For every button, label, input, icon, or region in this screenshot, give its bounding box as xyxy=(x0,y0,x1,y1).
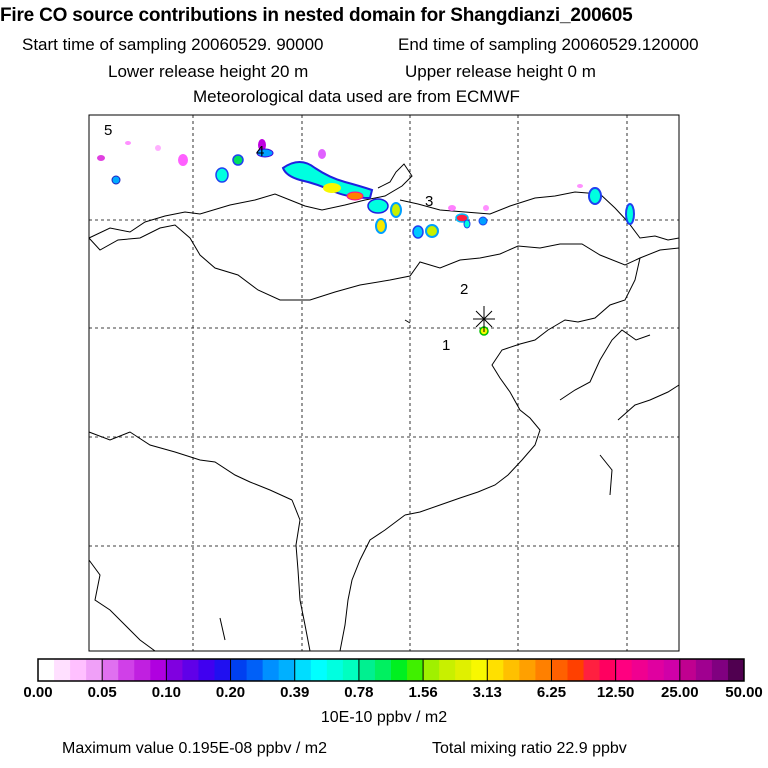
colorbar-tick-label: 1.56 xyxy=(408,684,438,701)
end-time-label: End time of sampling 20060529.120000 xyxy=(398,35,699,54)
colorbar-swatch xyxy=(663,659,681,681)
colorbar-swatch xyxy=(487,659,504,681)
colorbar-swatch xyxy=(679,659,697,681)
colorbar-tick-label: 0.00 xyxy=(23,684,53,701)
colorbar-swatch xyxy=(358,659,376,681)
colorbar-tick-label: 0.05 xyxy=(87,684,117,701)
colorbar-swatch xyxy=(278,659,296,681)
colorbar-swatch xyxy=(182,659,199,681)
colorbar-swatch xyxy=(727,659,745,681)
colorbar-tick-label: 12.50 xyxy=(596,684,635,701)
region-label-4: 4 xyxy=(256,143,264,160)
colorbar-swatch xyxy=(326,659,344,681)
colorbar-swatch xyxy=(118,659,135,681)
colorbar-swatch xyxy=(54,659,71,681)
colorbar-swatch xyxy=(342,659,360,681)
colorbar-units: 10E-10 ppbv / m2 xyxy=(320,709,448,726)
colorbar-swatch xyxy=(230,659,248,681)
colorbar-swatch xyxy=(70,659,87,681)
max-value-label: Maximum value 0.195E-08 ppbv / m2 xyxy=(62,740,328,757)
start-time-label: Start time of sampling 20060529. 90000 xyxy=(22,35,324,54)
colorbar-swatch xyxy=(615,659,633,681)
colorbar-swatch xyxy=(583,659,601,681)
colorbar-tick-label: 3.13 xyxy=(472,684,502,701)
colorbar-swatch xyxy=(711,659,729,681)
lower-release-label: Lower release height 20 m xyxy=(108,62,309,81)
colorbar-swatch xyxy=(407,659,424,681)
colorbar-swatch xyxy=(551,659,568,681)
colorbar-swatch xyxy=(38,659,55,681)
colorbar-swatch xyxy=(86,659,103,681)
colorbar-tick-label: 6.25 xyxy=(536,684,567,701)
colorbar-swatch xyxy=(134,659,151,681)
colorbar-tick-label: 0.20 xyxy=(215,684,246,701)
colorbar-swatch xyxy=(214,659,232,681)
total-mixing-label: Total mixing ratio 22.9 ppbv xyxy=(432,740,627,757)
receptor-marker xyxy=(473,306,495,332)
colorbar-swatch xyxy=(262,659,280,681)
colorbar-swatch xyxy=(391,659,408,681)
region-label-5: 5 xyxy=(104,122,112,139)
coastlines xyxy=(88,163,680,652)
colorbar-swatch xyxy=(503,659,520,681)
colorbar-tick-label: 25.00 xyxy=(661,684,699,701)
colorbar-swatch xyxy=(310,659,328,681)
colorbar-frame xyxy=(37,658,745,682)
colorbar-swatch xyxy=(471,659,488,681)
colorbar-tick-label: 0.78 xyxy=(344,684,374,701)
colorbar-swatch xyxy=(423,659,440,681)
colorbar-tick-label: 0.10 xyxy=(151,684,181,701)
colorbar-swatch xyxy=(599,659,617,681)
colorbar-swatch xyxy=(535,659,552,681)
met-data-label: Meteorological data used are from ECMWF xyxy=(193,87,520,106)
region-label-2: 2 xyxy=(460,281,468,298)
colorbar-swatch xyxy=(439,659,456,681)
colorbar-tick-label: 50.00 xyxy=(725,684,763,701)
colorbar-swatch xyxy=(166,659,183,681)
colorbar-swatch xyxy=(695,659,713,681)
plot-title: Fire CO source contributions in nested d… xyxy=(0,5,633,26)
region-label-1: 1 xyxy=(442,337,450,354)
colorbar-swatch xyxy=(519,659,536,681)
colorbar-swatch xyxy=(102,659,119,681)
region-label-3: 3 xyxy=(425,193,433,210)
colorbar-swatch xyxy=(374,659,392,681)
colorbar-swatch xyxy=(198,659,215,681)
colorbar-tick-label: 0.39 xyxy=(280,684,310,701)
colorbar-swatch xyxy=(246,659,264,681)
colorbar-swatch xyxy=(150,659,167,681)
colorbar-swatch xyxy=(647,659,665,681)
colorbar-swatch xyxy=(455,659,472,681)
colorbar-swatch xyxy=(631,659,649,681)
colorbar-swatch xyxy=(294,659,312,681)
colorbar-swatch xyxy=(567,659,585,681)
map-panel: 5 4 3 2 1 xyxy=(88,114,680,652)
fire-plumes xyxy=(97,139,635,336)
colorbar xyxy=(37,658,745,682)
upper-release-label: Upper release height 0 m xyxy=(405,62,596,81)
